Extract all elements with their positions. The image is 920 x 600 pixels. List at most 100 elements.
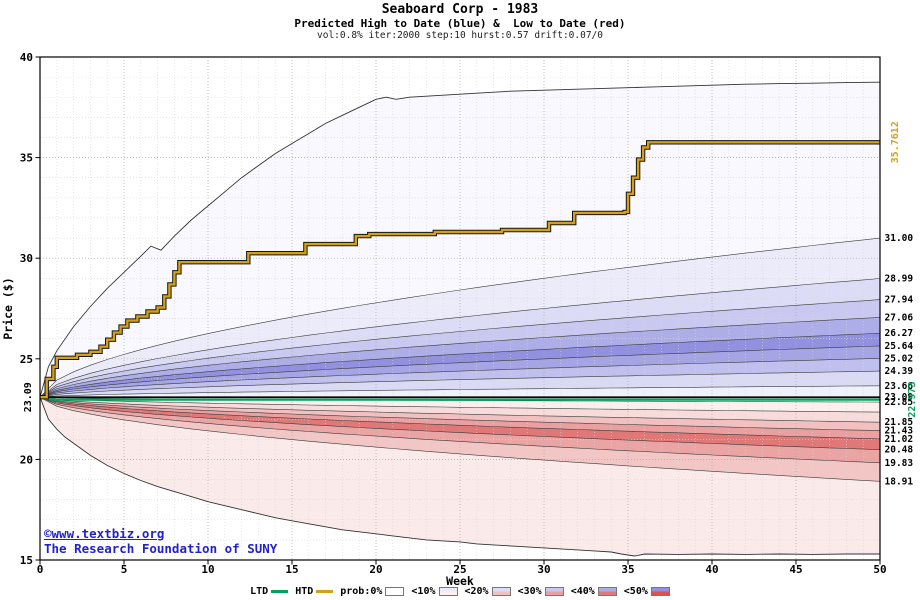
x-tick-label: 0: [37, 563, 44, 576]
percentile-curve: [39, 345, 881, 398]
percentile-curve: [39, 396, 881, 482]
percentile-curve: [39, 370, 881, 398]
y-tick-label: 25: [20, 353, 33, 366]
legend-item-20: <20%: [465, 586, 511, 597]
y-tick-label: 20: [20, 453, 33, 466]
low-prob-band: [40, 397, 880, 463]
legend-label: <40%: [570, 586, 595, 597]
x-tick-label: 20: [369, 563, 382, 576]
high-prob-band: [40, 358, 880, 398]
chart-subtitle: Predicted High to Date (blue) & Low to D…: [294, 17, 626, 30]
legend-item-10: <10%: [411, 586, 458, 597]
prob-band-swatch: [385, 587, 405, 596]
high-prob-band: [40, 299, 880, 398]
x-axis-title: Week: [446, 574, 474, 588]
legend-label: <10%: [411, 586, 436, 597]
price-level-label: 21.02: [885, 434, 914, 445]
chart-header: Seaboard Corp - 1983 Predicted High to D…: [0, 2, 920, 41]
x-tick-label: 40: [705, 563, 718, 576]
high-prob-band: [40, 317, 880, 398]
price-level-label: 18.91: [885, 476, 914, 487]
price-level-label: 22.85: [885, 397, 914, 408]
htd-line-swatch: [316, 590, 334, 593]
percentile-curve: [39, 396, 881, 464]
x-tick-label: 45: [789, 563, 802, 576]
price-level-label: 21.43: [885, 426, 914, 437]
low-prob-band: [40, 397, 880, 450]
grid: [40, 57, 880, 560]
percentile-curve: [39, 396, 881, 450]
percentile-curve: [39, 237, 881, 398]
x-tick-label: 10: [201, 563, 214, 576]
legend-item-ltd: LTD: [250, 586, 289, 597]
percentile-curve: [39, 317, 881, 398]
y-axis-title: Price ($): [1, 277, 15, 339]
legend-item-htd: HTD: [295, 586, 334, 597]
labels: 0 5 10 15 20 25 30 35 40 45 50 15 20 25 30 35 40 31.00 28.…: [1, 51, 918, 588]
low-prob-band: [40, 397, 880, 413]
percentile-curve: [39, 396, 881, 431]
percentile-curve: [39, 332, 881, 398]
percentile-curve: [39, 396, 881, 440]
price-level-label: 23.66: [885, 381, 914, 392]
legend-item-40: <40%: [571, 586, 617, 597]
percentile-curve: [39, 278, 881, 398]
legend-label: <50%: [623, 586, 648, 597]
y-tick-label: 15: [20, 554, 33, 567]
legend-label: <30%: [517, 586, 542, 597]
prob-band-swatch: [650, 587, 670, 596]
ltd-end-label: 22.973: [907, 382, 918, 418]
legend-label: LTD: [250, 586, 269, 597]
price-level-label: 25.02: [885, 353, 914, 364]
percentile-curve: [39, 385, 881, 398]
x-tick-label: 15: [285, 563, 298, 576]
low-prob-band: [40, 397, 880, 423]
percentile-curve: [39, 358, 881, 398]
low-prob-band: [40, 397, 880, 482]
legend-item-30: <30%: [518, 586, 564, 597]
price-level-label: 27.06: [885, 312, 914, 323]
high-prob-band: [40, 278, 880, 398]
y-tick-label: 30: [20, 252, 33, 265]
htd-end-label: 35.7612: [890, 121, 901, 163]
price-level-label: 20.48: [885, 445, 914, 456]
x-tick-label: 30: [537, 563, 550, 576]
legend-label: HTD: [295, 586, 314, 597]
chart-params: vol:0.8% iter:2000 step:10 hurst:0.57 dr…: [317, 30, 603, 41]
price-level-label: 23.09: [885, 392, 914, 403]
watermark-link[interactable]: ©www.textbiz.org: [44, 526, 165, 541]
legend: LTD HTD prob:0% <10% <20% <30% <40% <50%: [0, 586, 920, 597]
watermark-org: The Research Foundation of SUNY: [44, 541, 278, 556]
percentile-curve: [39, 396, 881, 423]
x-tick-label: 5: [121, 563, 128, 576]
price-level-label: 19.83: [885, 458, 914, 469]
x-tick-label: 35: [621, 563, 634, 576]
price-level-label: 27.94: [885, 295, 914, 306]
high-prob-band: [40, 385, 880, 398]
curves: [35, 56, 881, 565]
legend-label: prob:0%: [340, 586, 383, 597]
high-prob-band: [40, 333, 880, 398]
x-tick-label: 50: [873, 563, 886, 576]
chart-title: Seaboard Corp - 1983: [381, 2, 539, 17]
ltd-line-swatch: [271, 590, 289, 593]
low-prob-band: [40, 397, 880, 431]
y-tick-label: 35: [20, 152, 33, 165]
watermark: ©www.textbiz.org The Research Foundation…: [44, 526, 277, 556]
price-level-label: 28.99: [885, 274, 914, 285]
prob-band-swatch: [438, 587, 458, 596]
legend-label: <20%: [464, 586, 489, 597]
percentile-curve: [39, 299, 881, 398]
prob-band-swatch: [597, 587, 617, 596]
high-prob-band: [40, 238, 880, 398]
upper-envelope: [39, 81, 881, 398]
price-level-label: 31.00: [885, 233, 914, 244]
x-tick-label: 25: [453, 563, 466, 576]
y-tick-label: 40: [20, 51, 33, 64]
price-level-label: 21.85: [885, 417, 914, 428]
start-price-label: 23.09: [23, 382, 34, 412]
prob-band-swatch: [544, 587, 564, 596]
htd-line: [40, 141, 880, 399]
